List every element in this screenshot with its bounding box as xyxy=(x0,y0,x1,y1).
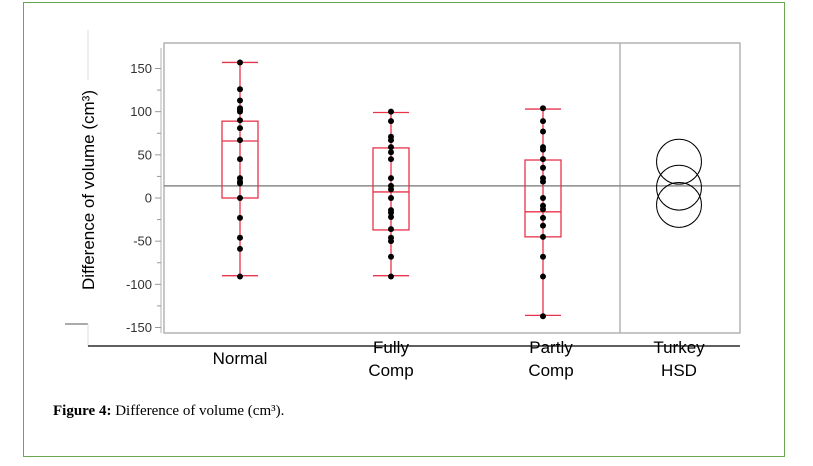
data-point xyxy=(540,156,546,163)
data-point xyxy=(237,214,243,221)
y-tick-label: -50 xyxy=(133,234,152,249)
y-tick-label: 150 xyxy=(130,61,152,76)
data-point xyxy=(388,149,394,156)
data-point xyxy=(388,118,394,125)
data-point xyxy=(388,238,394,245)
y-tick-label: 50 xyxy=(138,147,152,162)
comparison-circle xyxy=(656,138,702,185)
data-point xyxy=(388,213,394,220)
box-partly-comp xyxy=(524,105,562,320)
figure-border xyxy=(23,2,785,457)
data-point xyxy=(237,245,243,252)
data-point xyxy=(237,117,243,124)
data-point xyxy=(237,86,243,93)
data-point xyxy=(388,253,394,260)
data-point xyxy=(237,125,243,132)
box-normal xyxy=(221,59,259,280)
data-point xyxy=(388,226,394,233)
data-point xyxy=(237,195,243,201)
data-point xyxy=(237,59,243,66)
data-point xyxy=(540,195,546,201)
data-point xyxy=(237,273,243,280)
category-label: Comp xyxy=(528,361,573,380)
y-tick-label: -150 xyxy=(126,320,152,335)
data-point xyxy=(540,206,546,213)
data-point xyxy=(540,233,546,240)
category-label: Comp xyxy=(368,361,413,380)
data-point xyxy=(388,108,394,115)
plot-frame xyxy=(163,42,741,334)
category-label: Partly xyxy=(529,338,573,357)
data-point xyxy=(237,137,243,144)
data-point xyxy=(237,180,243,187)
data-point xyxy=(388,209,394,216)
figure-caption: Figure 4: Difference of volume (cm³). xyxy=(53,403,284,420)
data-point xyxy=(540,214,546,221)
data-point xyxy=(388,144,394,151)
category-label: Normal xyxy=(213,349,268,368)
data-point xyxy=(388,137,394,144)
data-point xyxy=(540,105,546,112)
data-point xyxy=(540,146,546,153)
box-fully-comp xyxy=(372,108,410,280)
category-label: Fully xyxy=(373,338,409,357)
data-point xyxy=(540,118,546,125)
data-point xyxy=(237,108,243,115)
data-point xyxy=(540,253,546,260)
data-point xyxy=(388,156,394,163)
category-label: HSD xyxy=(661,361,697,380)
data-point xyxy=(237,234,243,241)
y-tick-label: 0 xyxy=(145,191,152,206)
data-point xyxy=(540,273,546,280)
y-tick-label: 100 xyxy=(130,104,152,119)
data-point xyxy=(388,195,394,201)
data-point xyxy=(540,222,546,229)
data-point xyxy=(540,178,546,185)
y-axis-label: Difference of volume (cm³) xyxy=(79,90,98,290)
y-tick-label: -100 xyxy=(126,277,152,292)
data-point xyxy=(540,128,546,135)
comparison-circle xyxy=(656,181,702,228)
data-point xyxy=(388,175,394,182)
data-point xyxy=(237,97,243,104)
comparison-circle xyxy=(656,164,702,211)
data-point xyxy=(540,313,546,320)
data-point xyxy=(388,186,394,193)
caption-text: Difference of volume (cm³). xyxy=(111,403,285,419)
data-point xyxy=(388,273,394,280)
data-point xyxy=(540,164,546,171)
category-label: Turkey xyxy=(653,338,705,357)
data-point xyxy=(237,156,243,163)
caption-label: Figure 4: xyxy=(53,403,112,419)
